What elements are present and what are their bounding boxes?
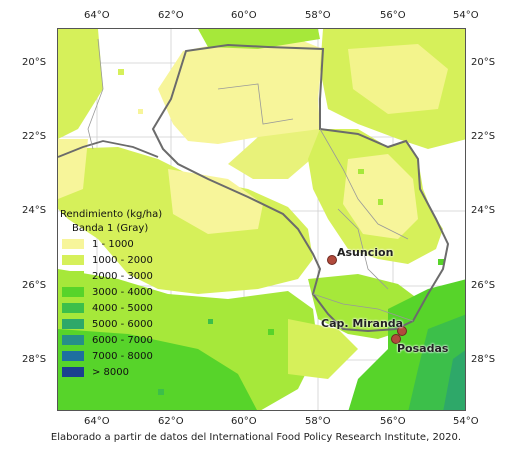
internal-division-4 [312, 293, 414, 322]
legend-item: 1000 - 2000 [60, 252, 178, 268]
legend-label: 7000 - 8000 [92, 350, 153, 362]
city-markers [327, 255, 407, 344]
lat-label-right-28: 28°S [471, 354, 496, 365]
lon-label-top-54: 54°O [453, 10, 479, 21]
raster-speckle-8 [158, 389, 164, 395]
lon-label-bottom-64: 64°O [84, 416, 110, 427]
internal-division-1 [217, 83, 294, 125]
raster-speckle-5 [268, 329, 274, 335]
raster-region-chaco-east [228, 129, 323, 179]
raster-region-east-core [343, 154, 418, 239]
city-label-posadas: Posadas [397, 342, 449, 355]
lon-label-top-64: 64°O [84, 10, 110, 21]
legend-item: 2000 - 3000 [60, 268, 178, 284]
raster-region-south-central [288, 319, 358, 379]
legend-item: 1 - 1000 [60, 236, 178, 252]
legend-item: > 8000 [60, 364, 178, 380]
legend-label: 5000 - 6000 [92, 318, 153, 330]
city-marker-asuncion [327, 255, 337, 265]
yield-raster [58, 29, 465, 410]
legend-items: 1 - 1000 1000 - 2000 2000 - 3000 3000 - 400… [60, 236, 178, 380]
raster-speckle-4 [378, 199, 383, 205]
raster-region-arg-light [168, 169, 263, 234]
legend-label: 1000 - 2000 [92, 254, 153, 266]
lat-label-right-22: 22°S [471, 131, 496, 142]
lat-label-left-28: 28°S [22, 354, 47, 365]
legend-label: 4000 - 5000 [92, 302, 153, 314]
city-label-cap-miranda: Cap. Miranda [321, 317, 404, 330]
legend-swatch [62, 319, 84, 329]
raster-region-northeast-band [198, 29, 320, 49]
lat-label-right-26: 26°S [471, 280, 496, 291]
legend-item: 4000 - 5000 [60, 300, 178, 316]
legend-swatch [62, 287, 84, 297]
lon-label-bottom-60: 60°O [231, 416, 257, 427]
lat-label-right-24: 24°S [471, 205, 496, 216]
raster-speckle-7 [438, 259, 444, 265]
raster-region-chaco-north [158, 39, 323, 144]
lon-label-bottom-62: 62°O [158, 416, 184, 427]
legend-swatch [62, 255, 84, 265]
raster-speckle-6 [208, 319, 213, 324]
boundaries [58, 38, 450, 333]
lon-label-top-60: 60°O [231, 10, 257, 21]
lon-label-top-58: 58°O [305, 10, 331, 21]
lon-label-bottom-54: 54°O [453, 416, 479, 427]
legend-label: 3000 - 4000 [92, 286, 153, 298]
legend-label: > 8000 [92, 366, 130, 378]
map-frame [57, 28, 466, 411]
lon-label-top-62: 62°O [158, 10, 184, 21]
city-label-asuncion: Asuncion [337, 246, 394, 259]
legend-swatch [62, 335, 84, 345]
map-legend: Rendimiento (kg/ha) Banda 1 (Gray) 1 - 1… [60, 208, 178, 380]
legend-swatch [62, 303, 84, 313]
raster-region-arg-green [58, 329, 257, 410]
internal-division-5 [87, 38, 104, 150]
lat-label-left-26: 26°S [22, 280, 47, 291]
argentina-border [58, 140, 159, 158]
lon-label-bottom-56: 56°O [380, 416, 406, 427]
city-marker-posadas [391, 334, 401, 344]
internal-division-3 [337, 208, 389, 290]
source-credit: Elaborado a partir de datos del Internat… [50, 432, 462, 443]
raster-region-northeast-light [348, 44, 448, 114]
lat-label-left-22: 22°S [22, 131, 47, 142]
legend-swatch [62, 239, 84, 249]
paraguay-border [151, 43, 450, 333]
legend-title: Rendimiento (kg/ha) [60, 209, 163, 220]
legend-item: 6000 - 7000 [60, 332, 178, 348]
legend-label: 2000 - 3000 [92, 270, 153, 282]
legend-subtitle: Banda 1 (Gray) [72, 223, 149, 234]
legend-label: 6000 - 7000 [92, 334, 153, 346]
lat-label-left-20: 20°S [22, 57, 47, 68]
internal-division-2 [319, 128, 409, 240]
lat-label-right-20: 20°S [471, 57, 496, 68]
raster-region-deep [443, 350, 465, 410]
legend-swatch [62, 367, 84, 377]
city-marker-cap-miranda [397, 326, 407, 336]
legend-label: 1 - 1000 [92, 238, 134, 250]
legend-item: 7000 - 8000 [60, 348, 178, 364]
raster-region-west-strip [58, 29, 103, 139]
legend-swatch [62, 271, 84, 281]
raster-speckle-2 [138, 109, 143, 114]
legend-item: 5000 - 6000 [60, 316, 178, 332]
legend-item: 3000 - 4000 [60, 284, 178, 300]
lat-label-left-24: 24°S [22, 205, 47, 216]
legend-swatch [62, 351, 84, 361]
raster-speckle-1 [118, 69, 124, 75]
lon-label-bottom-58: 58°O [305, 416, 331, 427]
raster-speckle-3 [358, 169, 364, 174]
map-canvas [58, 29, 465, 410]
lon-label-top-56: 56°O [380, 10, 406, 21]
